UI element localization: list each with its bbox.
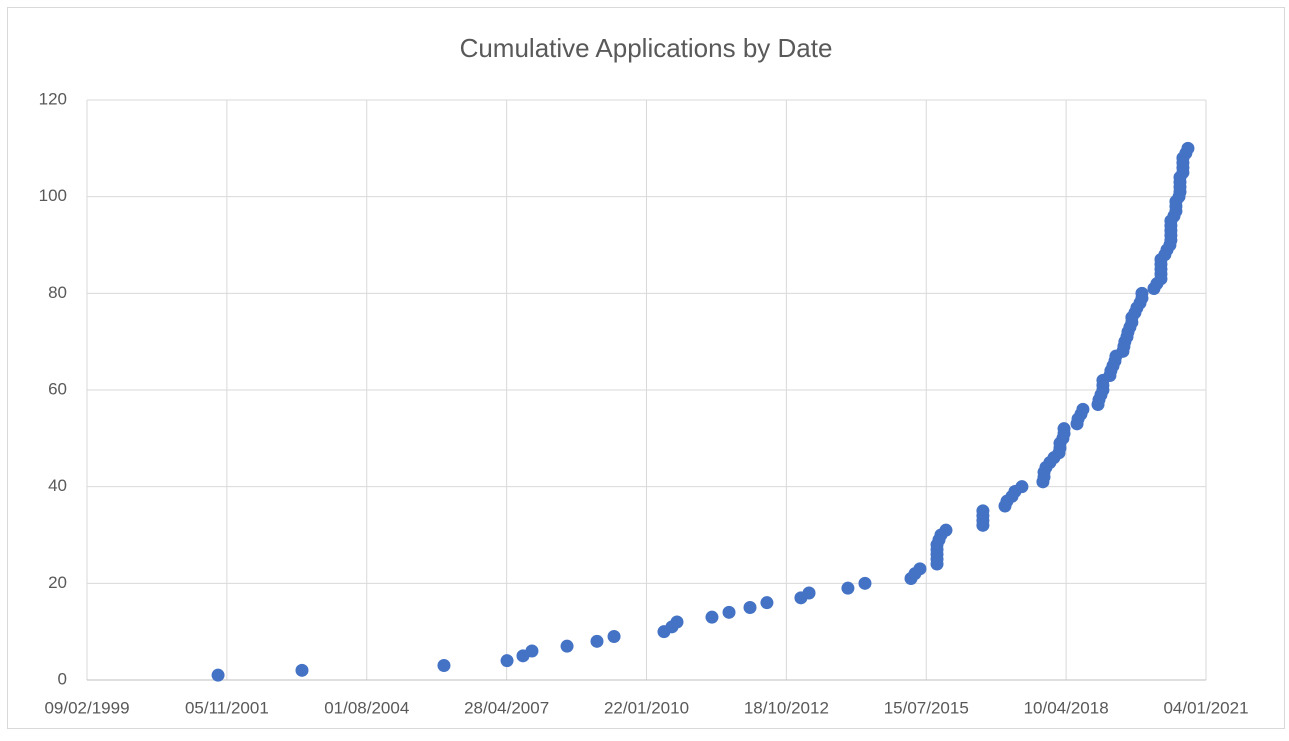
- x-tick-label: 22/01/2010: [604, 698, 689, 717]
- point: [858, 576, 872, 590]
- y-tick-label: 100: [39, 186, 67, 205]
- x-tick-label: 15/07/2015: [884, 698, 969, 717]
- y-tick-label: 80: [48, 283, 67, 302]
- x-tick-label: 28/04/2007: [464, 698, 549, 717]
- point: [670, 615, 684, 629]
- point: [1135, 286, 1149, 300]
- x-tick-label: 09/02/1999: [44, 698, 129, 717]
- x-tick-label: 01/08/2004: [324, 698, 409, 717]
- point: [913, 562, 927, 576]
- x-tick-label: 04/01/2021: [1163, 698, 1248, 717]
- point: [976, 504, 990, 518]
- point: [802, 586, 816, 600]
- point: [760, 596, 774, 610]
- x-tick-label: 10/04/2018: [1024, 698, 1109, 717]
- point: [437, 659, 451, 672]
- point: [560, 639, 574, 653]
- point: [1076, 402, 1090, 416]
- point: [1057, 422, 1071, 436]
- point: [607, 630, 621, 643]
- point: [1181, 141, 1195, 155]
- point: [743, 601, 757, 614]
- point: [705, 610, 719, 624]
- y-tick-label: 40: [48, 476, 67, 495]
- x-tick-label: 18/10/2012: [744, 698, 829, 717]
- y-tick-label: 120: [39, 89, 67, 108]
- point: [295, 663, 309, 677]
- chart-title: Cumulative Applications by Date: [460, 33, 833, 63]
- point: [525, 644, 539, 658]
- y-tick-label: 60: [48, 379, 67, 398]
- point: [722, 605, 736, 619]
- y-tick-label: 20: [48, 573, 67, 592]
- point: [211, 668, 225, 682]
- point: [1015, 480, 1029, 494]
- point: [939, 523, 953, 537]
- y-tick-label: 0: [58, 669, 67, 688]
- point: [841, 581, 855, 595]
- x-tick-label: 05/11/2001: [185, 698, 269, 717]
- point: [500, 654, 514, 668]
- point: [590, 634, 604, 648]
